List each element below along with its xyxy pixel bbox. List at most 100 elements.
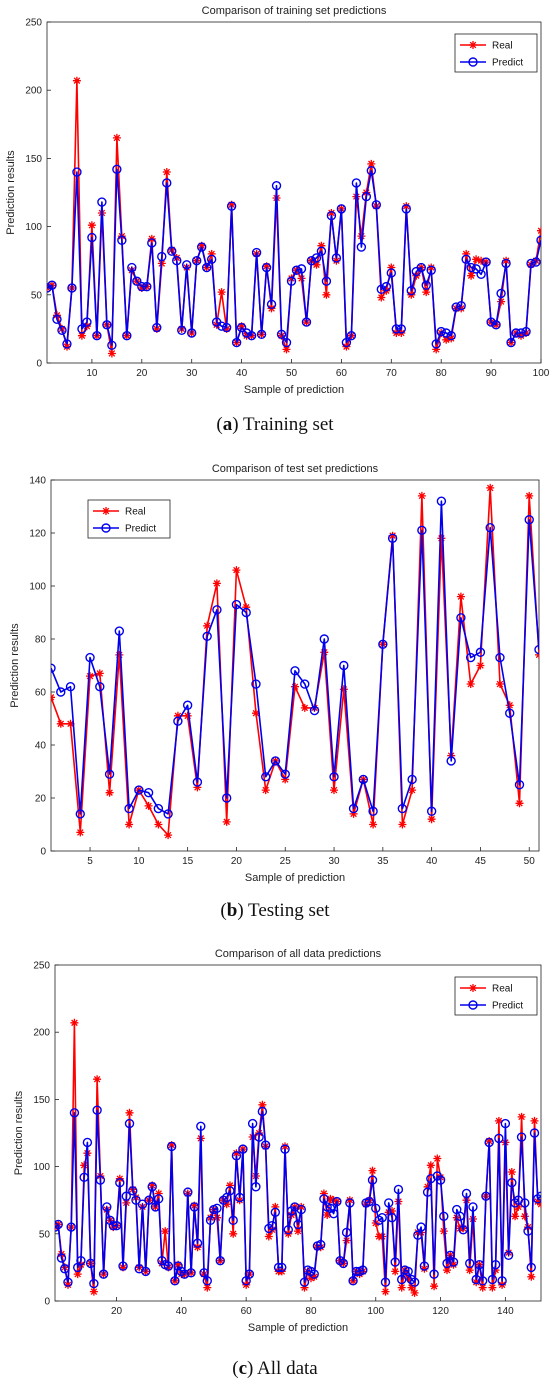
predict-point [316, 246, 327, 256]
real-point [64, 1280, 72, 1289]
predict-point [277, 1262, 287, 1273]
real-point [87, 221, 96, 230]
real-point [152, 324, 161, 333]
predict-point [89, 1278, 99, 1289]
caption-testing: (b) Testing set [220, 900, 330, 921]
predict-point [202, 631, 212, 642]
real-point [161, 1227, 170, 1236]
real-point [517, 1112, 526, 1121]
predict-point [309, 1269, 319, 1279]
predict-point [456, 613, 466, 623]
predict-point [183, 1187, 193, 1197]
predict-point [131, 1195, 141, 1205]
real-point [465, 1266, 474, 1275]
x-tick-label: 50 [286, 368, 298, 379]
real-point [167, 1141, 176, 1150]
real-point [462, 249, 471, 258]
x-tick-label: 20 [136, 368, 148, 379]
legend-marker-real [469, 984, 477, 992]
legend: Real Predict [454, 976, 538, 1016]
predict-point [419, 1261, 430, 1271]
real-point [252, 709, 260, 718]
plot-frame [54, 964, 542, 1302]
predict-point [387, 1212, 397, 1223]
predict-point [396, 1274, 407, 1285]
predict-point [47, 283, 52, 293]
predict-point [60, 1264, 70, 1274]
real-point [242, 603, 251, 612]
chart-panel-all: Comparison of all data predictions 0 50 100… [0, 940, 550, 1396]
y-tick-label: 50 [39, 1229, 51, 1240]
predict-point [393, 1184, 404, 1195]
predict-point [102, 1202, 112, 1212]
predict-point [95, 1175, 106, 1185]
predict-point [476, 269, 486, 280]
predict-point [376, 284, 387, 295]
predict-point [134, 785, 144, 795]
real-point [119, 1263, 127, 1272]
x-tick-label: 70 [386, 368, 398, 379]
real-point [433, 1154, 442, 1163]
y-axis-label: Prediction results [9, 623, 21, 708]
predict-point [475, 647, 486, 657]
predict-point [236, 322, 247, 333]
y-tick-label: 250 [33, 961, 50, 972]
predict-point [163, 809, 173, 819]
real-point [115, 650, 124, 659]
y-tick-label: 100 [29, 582, 46, 593]
legend-marker-predict [468, 57, 478, 67]
x-tick-label: 10 [86, 368, 98, 379]
series-line-real [47, 79, 541, 355]
real-point [222, 817, 231, 826]
predict-point [244, 1269, 255, 1279]
predict-point [57, 325, 67, 335]
predict-point [431, 339, 441, 349]
predict-point [491, 320, 501, 330]
legend-label-real: Real [125, 507, 146, 518]
predict-point [182, 700, 193, 710]
caption-text: All data [253, 1358, 318, 1379]
predict-point [465, 652, 476, 663]
predict-point [271, 180, 282, 191]
real-point [105, 788, 114, 797]
predict-point [361, 191, 372, 202]
predict-point [173, 716, 183, 726]
real-point [367, 159, 376, 168]
predict-point [477, 1276, 488, 1286]
predict-point [417, 525, 427, 536]
real-point [107, 349, 116, 358]
predict-point [397, 803, 408, 814]
real-point [63, 342, 71, 351]
real-point [439, 1227, 448, 1236]
predict-point [142, 281, 152, 292]
predict-point [286, 276, 297, 286]
y-tick-label: 100 [25, 222, 42, 233]
real-point [217, 288, 226, 297]
predict-point [441, 328, 451, 338]
predict-point [196, 242, 207, 252]
predict-point [486, 317, 496, 327]
legend-marker-real [469, 41, 477, 49]
predict-point [505, 708, 515, 718]
real-point [174, 1260, 183, 1269]
predict-point [85, 652, 95, 663]
predict-point [351, 178, 362, 188]
real-point [320, 648, 329, 657]
x-tick-label: 90 [486, 368, 498, 379]
predict-point [481, 257, 491, 267]
real-point [80, 1161, 89, 1170]
real-point [282, 345, 291, 354]
predict-point [260, 1140, 271, 1150]
predict-point [311, 253, 322, 263]
real-point [420, 1264, 429, 1273]
chart-panel-testing: Comparison of test set predictions 0 20 40 6… [0, 460, 550, 940]
predict-point [371, 200, 382, 210]
x-tick-label: 40 [176, 1306, 188, 1317]
real-point [357, 232, 366, 241]
predict-point [329, 772, 339, 782]
real-point [332, 256, 341, 265]
real-point [297, 1202, 306, 1211]
predict-point [241, 607, 251, 618]
predict-point [251, 1182, 261, 1192]
y-tick-label: 50 [31, 290, 43, 301]
